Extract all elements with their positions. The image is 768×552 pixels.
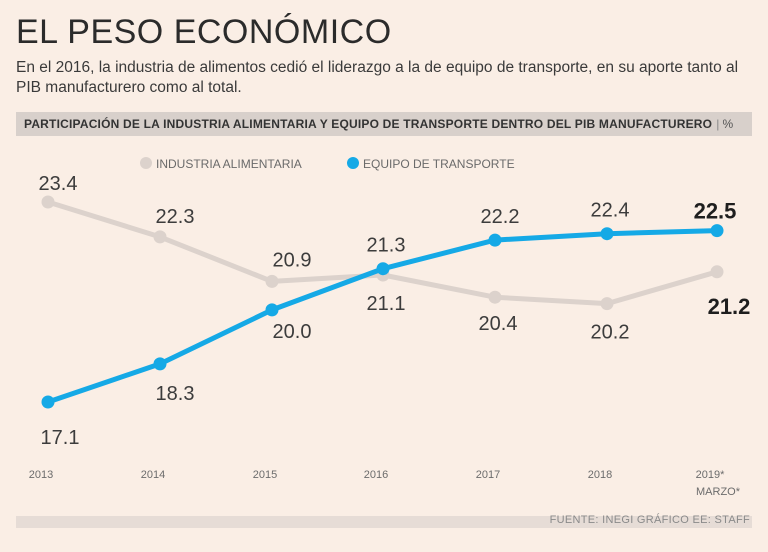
value-label-transporte: 17.1	[41, 427, 80, 449]
chart-header-band: PARTICIPACIÓN DE LA INDUSTRIA ALIMENTARI…	[16, 112, 752, 136]
value-label-alimentaria: 21.2	[708, 294, 751, 319]
x-tick-label: 2018	[588, 469, 612, 481]
x-tick-label: 2016	[364, 469, 388, 481]
chart-header-separator: |	[716, 117, 720, 131]
legend-marker-transporte	[347, 157, 359, 169]
value-label-alimentaria: 23.4	[39, 173, 78, 195]
data-point-alimentaria	[710, 265, 724, 279]
x-tick-label: 2013	[29, 469, 53, 481]
x-tick-label: 2019*	[696, 469, 725, 481]
data-point-transporte	[265, 303, 279, 317]
value-label-alimentaria: 22.3	[156, 206, 195, 228]
value-label-alimentaria: 20.4	[479, 313, 518, 335]
value-label-transporte: 22.5	[694, 199, 737, 224]
x-tick-note: MARZO*	[696, 486, 741, 498]
value-label-transporte: 22.4	[591, 200, 630, 222]
data-point-alimentaria	[488, 290, 502, 304]
legend-marker-alimentaria	[140, 157, 152, 169]
x-tick-label: 2017	[476, 469, 500, 481]
value-label-alimentaria: 20.9	[273, 249, 312, 271]
data-point-alimentaria	[600, 297, 614, 311]
data-point-transporte	[41, 395, 55, 409]
page-title: EL PESO ECONÓMICO	[16, 13, 392, 51]
legend-label-transporte: EQUIPO DE TRANSPORTE	[363, 157, 515, 171]
chart-header-text: PARTICIPACIÓN DE LA INDUSTRIA ALIMENTARI…	[24, 117, 713, 131]
value-label-transporte: 22.2	[481, 206, 520, 228]
data-point-alimentaria	[153, 230, 167, 244]
x-tick-label: 2014	[141, 469, 165, 481]
value-label-alimentaria: 21.1	[367, 293, 406, 315]
legend-label-alimentaria: INDUSTRIA ALIMENTARIA	[156, 157, 302, 171]
data-point-transporte	[153, 357, 167, 371]
source-note: FUENTE: INEGI GRÁFICO EE: STAFF	[549, 514, 750, 526]
data-point-transporte	[488, 233, 502, 247]
value-label-alimentaria: 20.2	[591, 322, 630, 344]
page-subtitle: En el 2016, la industria de alimentos ce…	[16, 59, 739, 96]
data-point-transporte	[376, 262, 390, 276]
footer-band	[16, 516, 752, 528]
data-point-alimentaria	[41, 195, 55, 209]
value-label-transporte: 21.3	[367, 235, 406, 257]
value-label-transporte: 18.3	[156, 383, 195, 405]
data-point-transporte	[600, 227, 614, 241]
chart-unit: %	[722, 117, 734, 131]
data-point-transporte	[710, 224, 724, 238]
x-tick-label: 2015	[253, 469, 277, 481]
value-label-transporte: 20.0	[273, 321, 312, 343]
chart-header-label: PARTICIPACIÓN DE LA INDUSTRIA ALIMENTARI…	[24, 117, 733, 131]
data-point-alimentaria	[265, 274, 279, 288]
